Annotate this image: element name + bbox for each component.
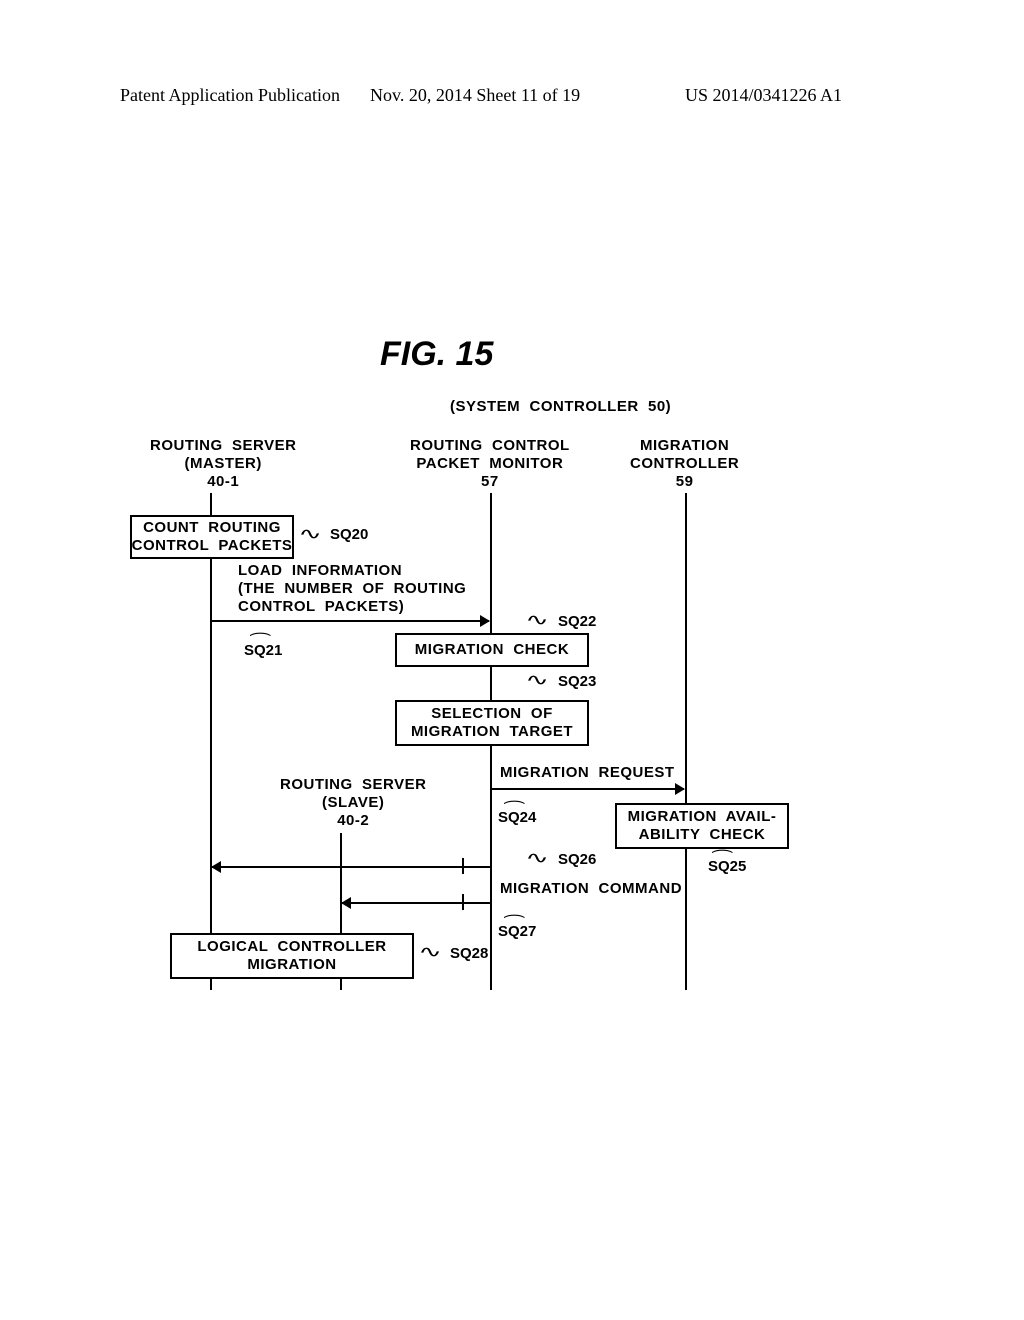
msg-load-info: LOAD INFORMATION (THE NUMBER OF ROUTING …: [238, 562, 466, 616]
label-sq24: SQ24: [498, 809, 536, 826]
box-count-packets: COUNT ROUTING CONTROL PACKETS: [130, 515, 294, 559]
patent-figure-page: Patent Application Publication Nov. 20, …: [0, 0, 1024, 1320]
msg-migration-request: MIGRATION REQUEST: [500, 764, 675, 782]
tilde-sq26: ∿: [525, 848, 549, 868]
lane-routing-master: ROUTING SERVER (MASTER) 40-1: [150, 437, 296, 491]
lifeline-monitor-a: [490, 493, 492, 633]
arrow-cmd-branch-top: [462, 866, 490, 868]
box-migration-check: MIGRATION CHECK: [395, 633, 589, 667]
arrow-cmd-branch-bot: [462, 902, 490, 904]
label-sq28: SQ28: [450, 945, 488, 962]
lifeline-monitor-c: [490, 742, 492, 990]
label-sq27: SQ27: [498, 923, 536, 940]
tilde-sq23: ∿: [525, 670, 549, 690]
label-sq25: SQ25: [708, 858, 746, 875]
lifeline-slave-a: [340, 833, 342, 933]
label-sq26: SQ26: [558, 851, 596, 868]
arrow-load-info: [211, 620, 489, 622]
brace-sq24: (: [503, 800, 529, 804]
box-logical-migration: LOGICAL CONTROLLER MIGRATION: [170, 933, 414, 979]
cmd-fork-top: [462, 858, 464, 874]
box-selection-target: SELECTION OF MIGRATION TARGET: [395, 700, 589, 746]
figure-title: FIG. 15: [380, 335, 493, 374]
arrow-migration-request: [491, 788, 684, 790]
brace-sq25: (: [711, 849, 737, 853]
tilde-sq28: ∿: [418, 942, 442, 962]
tilde-sq20: ∿: [298, 524, 322, 544]
arrow-cmd-to-master: [212, 866, 462, 868]
box-avail-check: MIGRATION AVAIL- ABILITY CHECK: [615, 803, 789, 849]
header-pub-number: US 2014/0341226 A1: [685, 85, 842, 106]
lane-packet-monitor: ROUTING CONTROL PACKET MONITOR 57: [410, 437, 570, 491]
lane-routing-slave: ROUTING SERVER (SLAVE) 40-2: [280, 776, 426, 830]
msg-migration-command: MIGRATION COMMAND: [500, 880, 682, 898]
label-sq21: SQ21: [244, 642, 282, 659]
lifeline-controller-b: [685, 848, 687, 990]
brace-sq27: (: [503, 914, 529, 918]
cmd-fork-bot: [462, 894, 464, 910]
header-publication: Patent Application Publication: [120, 85, 340, 106]
lifeline-monitor-b: [490, 665, 492, 700]
label-sq20: SQ20: [330, 526, 368, 543]
lane-migration-controller: MIGRATION CONTROLLER 59: [630, 437, 739, 491]
label-sq22: SQ22: [558, 613, 596, 630]
lifeline-controller-a: [685, 493, 687, 803]
brace-sq21: (: [249, 632, 275, 636]
system-controller-label: (SYSTEM CONTROLLER 50): [450, 398, 671, 416]
page-header: Patent Application Publication Nov. 20, …: [0, 85, 1024, 115]
arrow-cmd-to-slave: [342, 902, 462, 904]
lifeline-master-top: [210, 493, 212, 515]
label-sq23: SQ23: [558, 673, 596, 690]
header-date-sheet: Nov. 20, 2014 Sheet 11 of 19: [370, 85, 580, 106]
tilde-sq22: ∿: [525, 610, 549, 630]
